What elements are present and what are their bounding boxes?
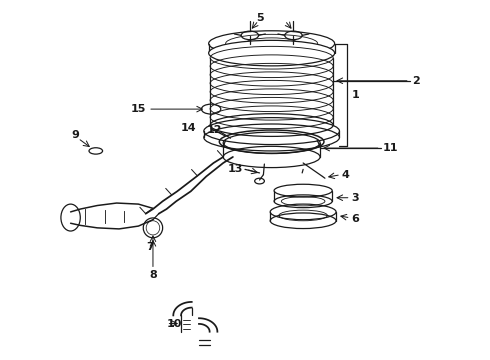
Text: 13: 13: [227, 165, 243, 174]
Text: 7: 7: [147, 242, 154, 252]
Text: 11: 11: [383, 143, 398, 153]
Text: 2: 2: [412, 76, 420, 86]
Text: 12: 12: [206, 125, 222, 135]
Text: 15: 15: [131, 104, 147, 114]
Text: 5: 5: [256, 13, 263, 23]
Text: 10: 10: [167, 319, 182, 329]
Ellipse shape: [209, 40, 335, 66]
Text: 1: 1: [352, 90, 359, 100]
Text: 8: 8: [149, 270, 157, 280]
Text: 3: 3: [352, 193, 359, 203]
Text: 6: 6: [352, 214, 360, 224]
Text: 4: 4: [342, 170, 350, 180]
Text: 9: 9: [72, 130, 79, 140]
Text: 14: 14: [181, 122, 196, 132]
